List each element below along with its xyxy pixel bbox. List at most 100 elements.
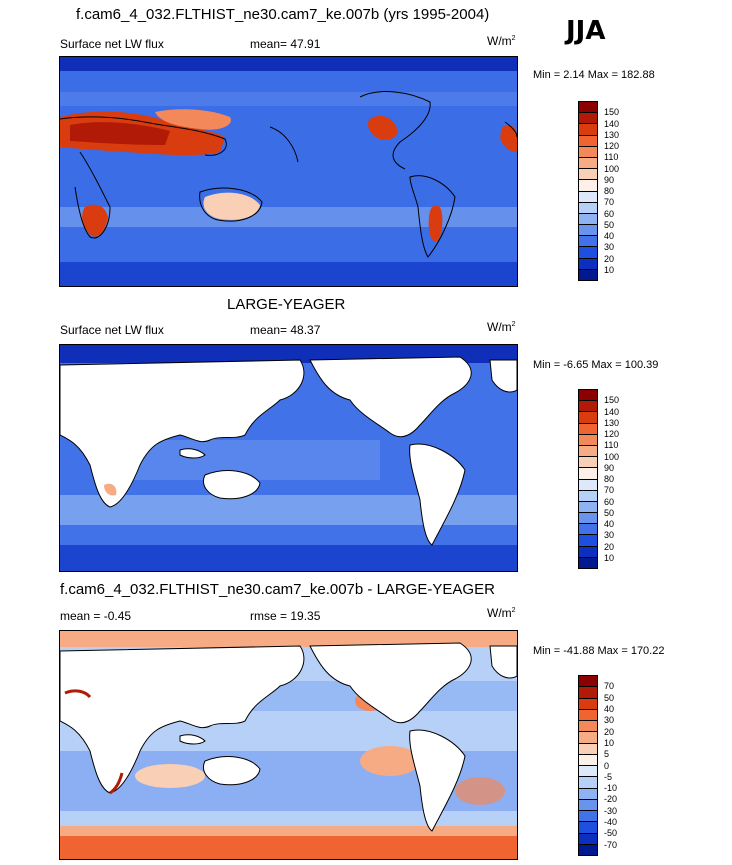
panel-1-min-max: Min = 2.14 Max = 182.88 bbox=[533, 69, 655, 81]
colorbar-tick-label: 150 bbox=[604, 395, 620, 406]
colorbar-box bbox=[579, 135, 597, 147]
colorbar-box bbox=[579, 236, 597, 248]
colorbar-box bbox=[579, 434, 597, 446]
panel-1-variable-label: Surface net LW flux bbox=[60, 37, 164, 51]
colorbar-tick-label: -30 bbox=[604, 805, 618, 816]
colorbar-tick-label: 110 bbox=[604, 152, 619, 163]
colorbar-box bbox=[579, 191, 597, 203]
colorbar-box bbox=[579, 524, 597, 536]
colorbar-box bbox=[579, 157, 597, 170]
colorbar-box bbox=[579, 468, 597, 480]
colorbar-box bbox=[579, 180, 597, 192]
colorbar-box bbox=[579, 766, 597, 778]
colorbar-box bbox=[579, 557, 597, 568]
colorbar-tick-label: 40 bbox=[604, 519, 615, 529]
panel-3-unit-label: W/m2 bbox=[487, 606, 516, 620]
colorbar-tick-label: 10 bbox=[604, 552, 615, 563]
colorbar-box bbox=[579, 401, 597, 413]
colorbar-box bbox=[579, 709, 597, 721]
colorbar-tick-label: -40 bbox=[604, 817, 618, 828]
colorbar-tick-label: 140 bbox=[604, 406, 620, 417]
colorbar-box bbox=[579, 457, 597, 469]
colorbar-tick-label: 100 bbox=[604, 163, 620, 174]
panel-3-map-plot bbox=[60, 631, 517, 859]
colorbar-box bbox=[579, 124, 597, 136]
colorbar-tick-label: -5 bbox=[604, 771, 613, 782]
colorbar-tick-label: 0 bbox=[604, 760, 610, 771]
colorbar-box bbox=[579, 113, 597, 125]
colorbar-box bbox=[579, 258, 597, 270]
panel-3-rmse-label: rmse = 19.35 bbox=[250, 609, 321, 623]
colorbar-tick-label: 150 bbox=[604, 107, 620, 118]
colorbar-tick-label: 70 bbox=[604, 197, 615, 208]
colorbar-tick-label: 10 bbox=[604, 737, 615, 748]
colorbar-tick-label: 70 bbox=[604, 681, 615, 692]
panel-3-title: f.cam6_4_032.FLTHIST_ne30.cam7_ke.007b -… bbox=[60, 581, 495, 598]
panel-2-map bbox=[59, 344, 518, 572]
colorbar-tick-label: 80 bbox=[604, 186, 615, 196]
colorbar-tick-label: 80 bbox=[604, 474, 615, 484]
panel-2-title: LARGE-YEAGER bbox=[227, 296, 346, 313]
colorbar-box bbox=[579, 732, 597, 744]
panel-2-colorbar bbox=[578, 389, 598, 569]
colorbar-box bbox=[579, 169, 597, 181]
colorbar-box bbox=[579, 146, 597, 158]
colorbar-tick-label: -70 bbox=[604, 839, 618, 850]
colorbar-tick-label: -10 bbox=[604, 783, 618, 794]
colorbar-tick-label: 40 bbox=[604, 231, 615, 241]
panel-3-colorbar-labels: 70 50 40 30 20 10 5 0 -5 -10 -20 -30 -40 -50 -70 bbox=[604, 675, 644, 856]
colorbar-tick-label: 120 bbox=[604, 141, 620, 151]
colorbar-box bbox=[579, 269, 597, 280]
colorbar-tick-label: 130 bbox=[604, 129, 620, 140]
colorbar-box bbox=[579, 799, 597, 811]
colorbar-box bbox=[579, 390, 597, 402]
panel-2-variable-label: Surface net LW flux bbox=[60, 323, 164, 337]
colorbar-tick-label: 20 bbox=[604, 541, 615, 552]
colorbar-box bbox=[579, 490, 597, 502]
colorbar-tick-label: 140 bbox=[604, 118, 620, 129]
colorbar-tick-label: 20 bbox=[604, 253, 615, 264]
colorbar-tick-label: 10 bbox=[604, 264, 615, 275]
colorbar-box bbox=[579, 777, 597, 789]
panel-1-map bbox=[59, 56, 518, 287]
colorbar-box bbox=[579, 844, 597, 855]
colorbar-tick-label: -20 bbox=[604, 794, 618, 805]
colorbar-tick-label: 50 bbox=[604, 219, 615, 230]
colorbar-tick-label: 50 bbox=[604, 507, 615, 518]
panel-3-min-max: Min = -41.88 Max = 170.22 bbox=[533, 645, 665, 657]
colorbar-box bbox=[579, 822, 597, 834]
colorbar-box bbox=[579, 698, 597, 710]
colorbar-tick-label: 110 bbox=[604, 440, 619, 451]
colorbar-tick-label: 70 bbox=[604, 485, 615, 496]
colorbar-tick-label: 40 bbox=[604, 703, 615, 714]
panel-1-title: f.cam6_4_032.FLTHIST_ne30.cam7_ke.007b (… bbox=[76, 6, 490, 23]
colorbar-box bbox=[579, 721, 597, 733]
colorbar-box bbox=[579, 247, 597, 259]
colorbar-box bbox=[579, 501, 597, 514]
colorbar-tick-label: 60 bbox=[604, 496, 615, 507]
colorbar-tick-label: 120 bbox=[604, 429, 620, 439]
colorbar-box bbox=[579, 513, 597, 525]
colorbar-box bbox=[579, 213, 597, 226]
colorbar-tick-label: 90 bbox=[604, 462, 615, 473]
panel-2-colorbar-labels: 150 140 130 120 110 100 90 80 70 60 50 40 30 20 10 bbox=[604, 389, 644, 569]
panel-2-min-max: Min = -6.65 Max = 100.39 bbox=[533, 359, 659, 371]
panel-1-colorbar bbox=[578, 101, 598, 281]
colorbar-tick-label: 50 bbox=[604, 692, 615, 703]
colorbar-box bbox=[579, 445, 597, 458]
panel-2-unit-label: W/m2 bbox=[487, 320, 516, 334]
colorbar-box bbox=[579, 479, 597, 491]
colorbar-tick-label: 30 bbox=[604, 242, 615, 253]
colorbar-box bbox=[579, 788, 597, 800]
colorbar-box bbox=[579, 743, 597, 755]
colorbar-box bbox=[579, 225, 597, 237]
colorbar-box bbox=[579, 811, 597, 823]
colorbar-tick-label: 90 bbox=[604, 174, 615, 185]
colorbar-box bbox=[579, 546, 597, 558]
panel-3-mean-label: mean = -0.45 bbox=[60, 609, 132, 623]
colorbar-tick-label: 30 bbox=[604, 530, 615, 541]
colorbar-box bbox=[579, 687, 597, 699]
colorbar-tick-label: 100 bbox=[604, 451, 620, 462]
colorbar-box bbox=[579, 754, 597, 766]
panel-1-unit-label: W/m2 bbox=[487, 34, 516, 48]
